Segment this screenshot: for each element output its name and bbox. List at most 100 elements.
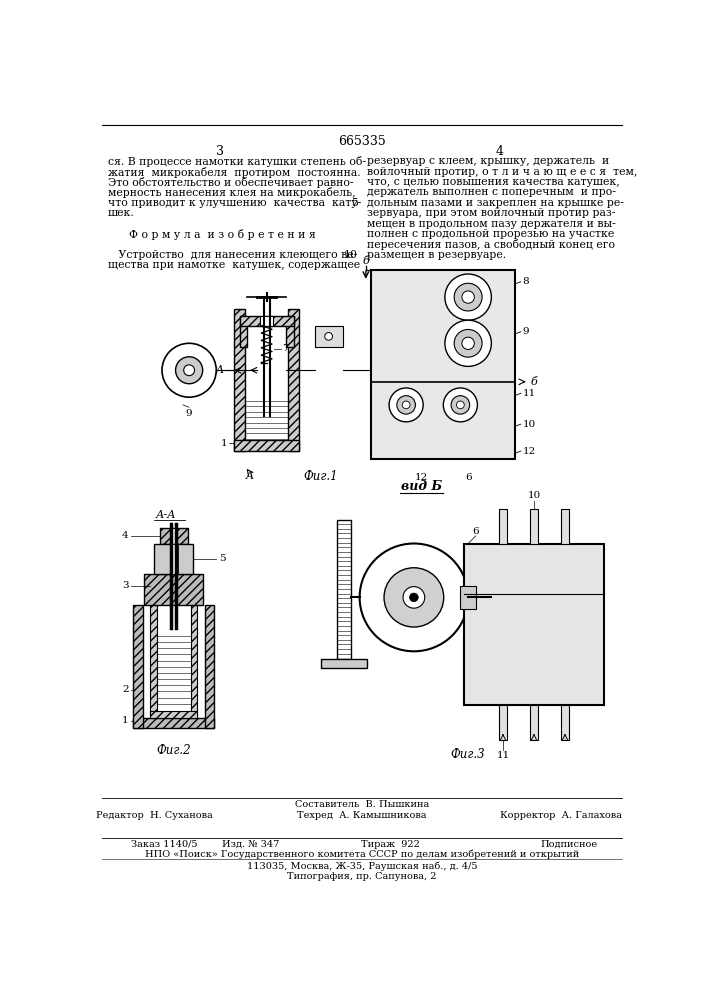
Text: 12: 12 [415, 473, 428, 482]
Bar [260, 316, 273, 326]
Circle shape [462, 291, 474, 303]
Text: Фиг.1: Фиг.1 [303, 470, 338, 483]
Bar [191, 605, 197, 718]
Circle shape [175, 357, 203, 384]
Circle shape [445, 274, 491, 320]
Bar [204, 605, 214, 728]
Bar [154, 544, 193, 574]
Text: 10: 10 [344, 250, 358, 260]
Text: войлочный протир, о т л и ч а ю щ е е с я  тем,: войлочный протир, о т л и ч а ю щ е е с … [368, 167, 638, 177]
Text: Устройство  для нанесения клеющего ве-: Устройство для нанесения клеющего ве- [107, 250, 357, 260]
Text: 11: 11 [496, 751, 510, 760]
Bar [561, 705, 569, 740]
Text: 4: 4 [495, 145, 503, 158]
Text: шек.: шек. [107, 208, 134, 218]
Text: дольным пазами и закреплен на крышке ре-: дольным пазами и закреплен на крышке ре- [368, 198, 624, 208]
Bar [464, 544, 604, 705]
Text: Техред  А. Камышникова: Техред А. Камышникова [297, 811, 427, 820]
Circle shape [409, 593, 419, 602]
Text: б: б [530, 377, 537, 387]
Text: пересечения пазов, а свободный конец его: пересечения пазов, а свободный конец его [368, 239, 615, 250]
Bar [234, 309, 245, 451]
Bar [160, 528, 187, 544]
Bar [151, 605, 156, 718]
Circle shape [462, 337, 474, 349]
Bar [460, 586, 476, 609]
Circle shape [389, 388, 423, 422]
Text: вид Б: вид Б [401, 480, 442, 493]
Text: 6: 6 [472, 527, 479, 536]
Text: что приводит к улучшению  качества  кату-: что приводит к улучшению качества кату- [107, 198, 361, 208]
Text: 665335: 665335 [338, 135, 386, 148]
Bar [561, 509, 569, 544]
Text: 8: 8 [522, 277, 529, 286]
Bar [170, 544, 177, 574]
Text: мерность нанесения клея на микрокабель,: мерность нанесения клея на микрокабель, [107, 187, 356, 198]
Text: 9: 9 [186, 409, 192, 418]
Bar [234, 440, 299, 451]
Text: Фиг.3: Фиг.3 [451, 748, 486, 761]
Bar [499, 705, 507, 740]
Text: б: б [363, 256, 369, 266]
Bar [315, 326, 343, 347]
Bar [170, 528, 177, 544]
Circle shape [325, 333, 332, 340]
Text: 11: 11 [522, 389, 536, 398]
Circle shape [451, 396, 469, 414]
Text: жатия  микрокабеля  протиром  постоянна.: жатия микрокабеля протиром постоянна. [107, 167, 361, 178]
Text: 1: 1 [122, 716, 129, 725]
Text: зервуара, при этом войлочный протир раз-: зервуара, при этом войлочный протир раз- [368, 208, 616, 218]
Text: 4: 4 [122, 531, 129, 540]
Text: 7: 7 [282, 344, 288, 353]
Bar [134, 605, 143, 728]
Text: 9: 9 [522, 327, 529, 336]
Text: 12: 12 [522, 447, 536, 456]
Text: 2: 2 [122, 685, 129, 694]
Circle shape [162, 343, 216, 397]
Text: Тираж  922: Тираж 922 [361, 840, 420, 849]
Text: 5: 5 [218, 554, 226, 563]
Text: Это обстоятельство и обеспечивает равно-: Это обстоятельство и обеспечивает равно- [107, 177, 354, 188]
Circle shape [454, 329, 482, 357]
Text: Редактор  Н. Суханова: Редактор Н. Суханова [96, 811, 213, 820]
Text: полнен с продольной прорезью на участке: полнен с продольной прорезью на участке [368, 229, 614, 239]
Text: Изд. № 347: Изд. № 347 [223, 840, 280, 849]
Text: Фиг.2: Фиг.2 [156, 744, 191, 757]
Text: 113035, Москва, Ж-35, Раушская наб., д. 4/5: 113035, Москва, Ж-35, Раушская наб., д. … [247, 862, 477, 871]
Text: 6: 6 [464, 473, 472, 482]
Text: Корректор  А. Галахова: Корректор А. Галахова [500, 811, 622, 820]
Text: щества при намотке  катушек, содержащее: щества при намотке катушек, содержащее [107, 260, 360, 270]
Text: резервуар с клеем, крышку, держатель  и: резервуар с клеем, крышку, держатель и [368, 156, 609, 166]
Text: 1: 1 [221, 439, 228, 448]
Circle shape [403, 587, 425, 608]
Text: 3: 3 [122, 581, 129, 590]
Circle shape [402, 401, 410, 409]
Text: мещен в продольном пазу держателя и вы-: мещен в продольном пазу держателя и вы- [368, 219, 616, 229]
Text: Заказ 1140/5: Заказ 1140/5 [131, 840, 197, 849]
Circle shape [397, 396, 416, 414]
Text: держатель выполнен с поперечным  и про-: держатель выполнен с поперечным и про- [368, 187, 617, 197]
Bar [240, 316, 293, 326]
Text: A: A [245, 471, 254, 481]
Bar [530, 509, 538, 544]
Text: Составитель  В. Пышкина: Составитель В. Пышкина [295, 800, 429, 809]
Text: ся. В процессе намотки катушки степень об-: ся. В процессе намотки катушки степень о… [107, 156, 366, 167]
Bar [530, 705, 538, 740]
Bar [321, 659, 368, 668]
Bar [371, 270, 515, 459]
Bar [337, 520, 351, 659]
Text: 10: 10 [522, 420, 536, 429]
Bar [499, 509, 507, 544]
Text: что, с целью повышения качества катушек,: что, с целью повышения качества катушек, [368, 177, 620, 187]
Text: А-А: А-А [156, 510, 176, 520]
Bar [288, 309, 299, 451]
Bar [144, 574, 203, 605]
Circle shape [445, 320, 491, 366]
Circle shape [454, 283, 482, 311]
Circle shape [184, 365, 194, 376]
Bar [151, 711, 197, 718]
Text: Подписное: Подписное [540, 840, 597, 849]
Circle shape [443, 388, 477, 422]
Circle shape [360, 544, 468, 651]
Text: Типография, пр. Сапунова, 2: Типография, пр. Сапунова, 2 [287, 872, 437, 881]
